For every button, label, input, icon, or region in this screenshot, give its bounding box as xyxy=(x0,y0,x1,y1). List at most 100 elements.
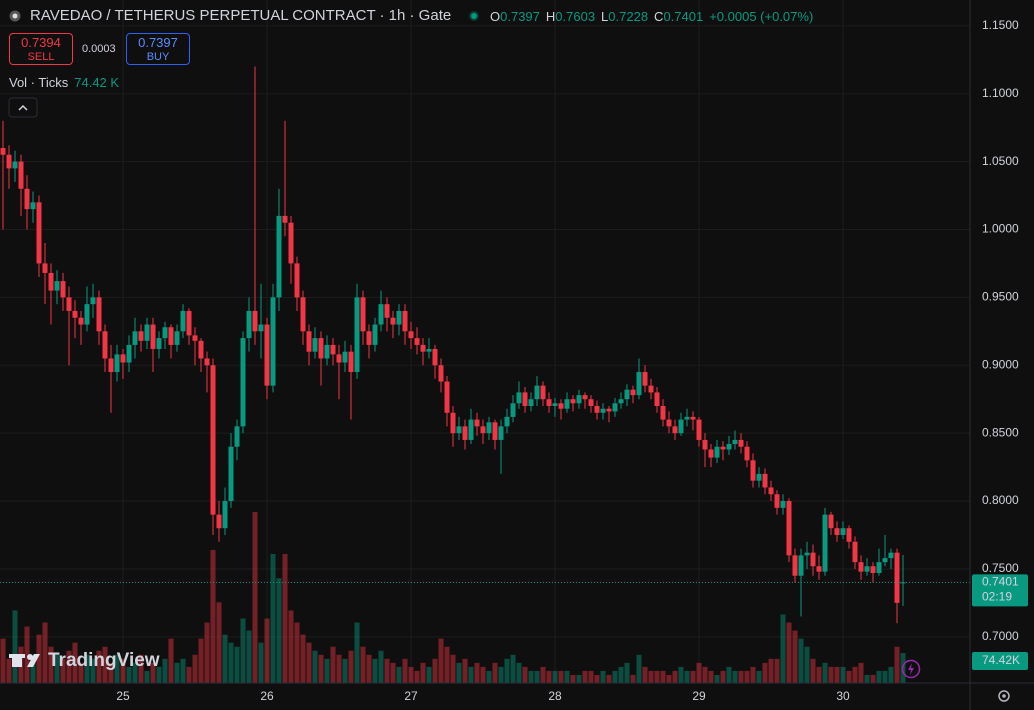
alert-icon[interactable] xyxy=(901,659,921,679)
volume-bar xyxy=(204,622,210,683)
collapse-button[interactable] xyxy=(8,97,38,118)
candle-body xyxy=(720,446,726,450)
volume-bar xyxy=(732,670,738,683)
volume-bar xyxy=(84,654,90,683)
volume-bar xyxy=(306,642,312,683)
volume-bar xyxy=(510,654,516,683)
volume-bar xyxy=(564,670,570,683)
candle-body xyxy=(816,566,822,572)
candle-body xyxy=(60,281,66,298)
candle-body xyxy=(36,202,42,264)
label: C xyxy=(654,9,664,24)
volume-bar xyxy=(666,674,672,683)
status-dot xyxy=(469,11,479,21)
volume-bar xyxy=(318,654,324,683)
volume-bar xyxy=(888,666,894,683)
candle-body xyxy=(558,403,564,409)
candle-body xyxy=(318,338,324,359)
candle-body xyxy=(450,412,456,434)
volume-bar xyxy=(450,654,456,683)
buy-button[interactable]: 0.7397 BUY xyxy=(126,33,190,65)
volume-bar xyxy=(714,674,720,683)
volume-bar xyxy=(66,650,72,683)
candle-body xyxy=(24,188,30,210)
candle-pane xyxy=(0,66,970,624)
candle-body xyxy=(222,501,228,529)
y-tick-label: 0.8500 xyxy=(982,425,1019,439)
candle-body xyxy=(852,541,858,563)
volume-bar xyxy=(750,666,756,683)
volume-bar xyxy=(192,654,198,683)
candle-body xyxy=(516,392,522,404)
volume-bar xyxy=(654,670,660,683)
candle-body xyxy=(330,344,336,355)
candle-body xyxy=(126,344,132,363)
candle-body xyxy=(480,426,486,434)
value: 0.7401 xyxy=(663,9,704,24)
volume-bar xyxy=(696,662,702,683)
volume-bar xyxy=(852,666,858,683)
volume-bar xyxy=(24,626,30,683)
volume-bar xyxy=(234,646,240,683)
volume-bar xyxy=(402,658,408,683)
candle-body xyxy=(138,331,144,341)
candle-body xyxy=(738,439,744,447)
volume-bar xyxy=(816,666,822,683)
label: L xyxy=(601,9,609,24)
last-volume-box xyxy=(972,652,1028,670)
candle-body xyxy=(630,389,636,396)
volume-bar xyxy=(462,658,468,683)
candle-body xyxy=(774,494,780,508)
candle-body xyxy=(726,444,732,450)
candle-body xyxy=(78,317,84,325)
x-tick-label: 30 xyxy=(836,689,850,703)
volume-bar xyxy=(552,670,558,683)
candle-body xyxy=(624,389,630,400)
candle-body xyxy=(300,297,306,332)
candle-body xyxy=(240,338,246,427)
volume-bar xyxy=(372,658,378,683)
candle-body xyxy=(402,310,408,332)
volume-bar xyxy=(690,670,696,683)
candle-body xyxy=(282,215,288,223)
volume-bar xyxy=(0,638,6,683)
candle-body xyxy=(144,324,150,341)
candle-body xyxy=(702,439,708,450)
candle-body xyxy=(324,344,330,359)
volume-bar xyxy=(546,670,552,683)
candle-body xyxy=(408,331,414,339)
volume-bar xyxy=(624,662,630,683)
volume-bar xyxy=(348,650,354,683)
candle-body xyxy=(390,317,396,325)
settings-icon[interactable] xyxy=(998,690,1010,702)
candle-body xyxy=(42,263,48,273)
y-tick-label: 0.9500 xyxy=(982,290,1019,304)
candle-body xyxy=(342,351,348,363)
candle-body xyxy=(288,222,294,264)
volume-bar xyxy=(618,666,624,683)
volume-value: 74.42 K xyxy=(74,75,120,90)
volume-bar xyxy=(876,670,882,683)
y-tick-label: 1.0000 xyxy=(982,222,1019,236)
candle-body xyxy=(6,154,12,169)
candle-body xyxy=(54,281,60,291)
candle-body xyxy=(468,419,474,440)
volume-bar xyxy=(804,646,810,683)
label: H xyxy=(545,9,556,24)
volume-bar xyxy=(270,553,276,683)
candle-body xyxy=(840,528,846,535)
sell-button[interactable]: 0.7394 SELL xyxy=(9,33,73,65)
label: O xyxy=(490,9,501,24)
candle-body xyxy=(540,385,546,400)
volume-bar xyxy=(594,674,600,683)
candle-body xyxy=(132,331,138,345)
candle-body xyxy=(666,419,672,427)
volume-bar xyxy=(456,662,462,683)
candle-body xyxy=(348,351,354,373)
volume-bar xyxy=(312,650,318,683)
volume-bar xyxy=(774,658,780,683)
candle-body xyxy=(372,324,378,345)
candle-body xyxy=(684,416,690,420)
volume-bar xyxy=(702,666,708,683)
